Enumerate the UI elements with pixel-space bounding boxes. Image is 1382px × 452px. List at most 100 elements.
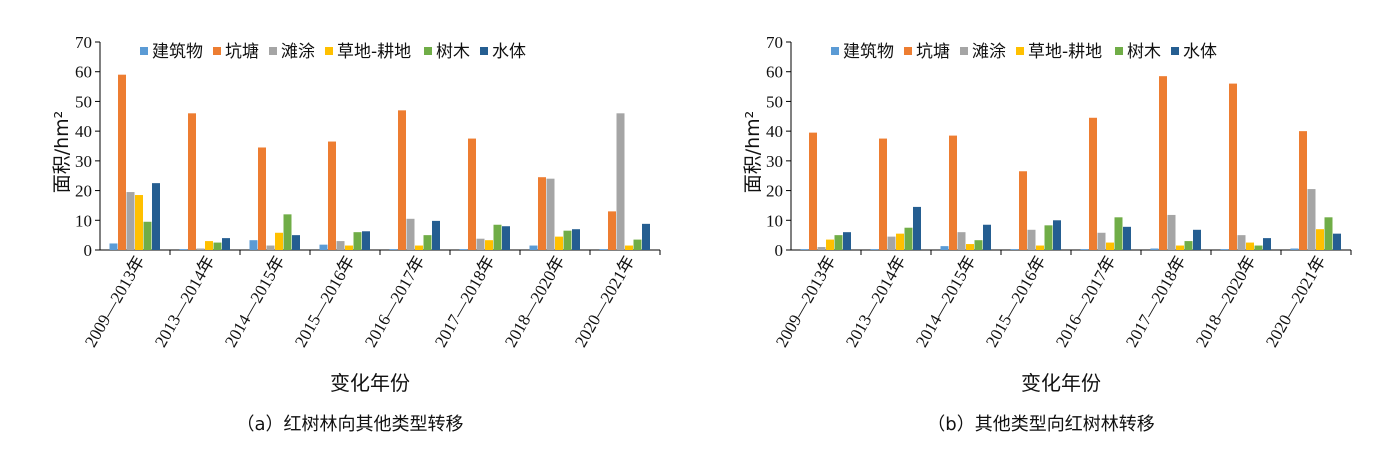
bar — [485, 240, 493, 250]
x-tick-label: 2020—2021年 — [571, 253, 638, 351]
legend-label: 建筑物 — [843, 42, 894, 62]
bar — [336, 241, 345, 250]
legend-label: 滩涂 — [972, 42, 1006, 62]
bar — [879, 138, 887, 250]
bar — [896, 233, 904, 250]
legend-label: 树木 — [1127, 42, 1161, 62]
bar — [983, 224, 991, 250]
legend-label: 草地-耕地 — [1028, 42, 1102, 62]
legend-swatch — [269, 47, 277, 55]
bar — [940, 246, 949, 250]
bar — [538, 177, 546, 250]
bar — [1290, 248, 1299, 250]
y-tick-label: 60 — [766, 63, 783, 82]
bar — [913, 206, 921, 250]
legend-swatch — [424, 47, 432, 55]
legend-label: 建筑物 — [152, 42, 203, 62]
bar — [633, 239, 642, 250]
bar — [152, 183, 160, 250]
legend-label: 水体 — [1183, 42, 1217, 62]
bar — [283, 214, 292, 250]
bar — [459, 249, 468, 250]
bar — [529, 245, 538, 250]
bar — [546, 178, 555, 250]
bar — [1080, 249, 1089, 250]
bar — [800, 249, 809, 250]
bar — [143, 221, 152, 250]
bar — [843, 232, 851, 250]
bar — [249, 240, 258, 250]
bar — [809, 132, 817, 250]
bar — [1159, 76, 1167, 251]
x-tick-label: 2013—2014年 — [151, 253, 218, 351]
y-tick-label: 10 — [75, 211, 92, 230]
bar — [275, 232, 283, 250]
bar — [196, 248, 205, 250]
y-tick-label: 50 — [75, 92, 92, 111]
legend-swatch — [213, 47, 221, 55]
y-axis-title: 面积/hm² — [742, 111, 764, 194]
legend-swatch — [1171, 47, 1179, 55]
y-tick-label: 30 — [766, 152, 783, 171]
bar — [292, 235, 300, 250]
chart-svg: 0 10 20 30 40 50 60 70 面积/hm² 2009—2013年 2013—2014… — [742, 33, 1352, 435]
x-tick-label: 2015—2016年 — [982, 253, 1049, 351]
legend-label: 坑塘 — [225, 42, 259, 62]
x-tick-label: 2020—2021年 — [1262, 253, 1329, 351]
bar — [328, 141, 336, 250]
x-tick-label: 2017—2018年 — [431, 253, 498, 351]
x-tick-label: 2017—2018年 — [1122, 253, 1189, 351]
bar — [1176, 245, 1184, 250]
bar — [1307, 189, 1316, 250]
x-axis-title: 变化年份 — [1021, 371, 1101, 395]
figure-caption: （b）其他类型向红树林转移 — [927, 414, 1154, 435]
bar — [118, 74, 126, 250]
bar — [1324, 217, 1333, 250]
bar — [1193, 229, 1201, 250]
bar — [1123, 226, 1131, 250]
bar — [817, 247, 826, 250]
legend-label: 草地-耕地 — [337, 42, 411, 62]
bar — [599, 249, 608, 250]
bar — [1097, 232, 1106, 250]
x-tick-label: 2013—2014年 — [842, 253, 909, 351]
legend-swatch — [960, 47, 968, 55]
bar — [188, 113, 196, 250]
bar — [126, 192, 135, 250]
bar — [179, 249, 188, 250]
bar — [205, 241, 213, 250]
bar — [502, 226, 510, 250]
x-tick-label: 2009—2013年 — [772, 253, 839, 351]
bar — [1299, 131, 1307, 250]
legend-swatch — [480, 47, 488, 55]
bar — [966, 244, 974, 250]
legend-swatch — [140, 47, 148, 55]
bar — [468, 138, 476, 250]
bar — [213, 242, 222, 250]
chart-panel-a: 0 10 20 30 40 50 60 70 面积/hm² 2009—2013年 2013—2014… — [51, 33, 661, 435]
x-tick-label: 2015—2016年 — [291, 253, 358, 351]
bar — [608, 211, 616, 250]
y-tick-label: 40 — [75, 122, 92, 141]
bar — [415, 245, 423, 250]
legend-swatch — [904, 47, 912, 55]
bar — [563, 230, 572, 250]
y-tick-label: 20 — [75, 182, 92, 201]
bar — [398, 110, 406, 250]
y-tick-label: 0 — [84, 241, 93, 260]
bar — [957, 232, 966, 250]
bar — [1229, 83, 1237, 250]
bar — [1184, 241, 1193, 250]
bar — [345, 245, 353, 250]
figure-caption: （a）红树林向其他类型转移 — [236, 414, 463, 435]
bar — [353, 232, 362, 250]
y-tick-label: 40 — [766, 122, 783, 141]
bar — [423, 235, 432, 250]
bar — [1114, 217, 1123, 250]
bar — [432, 220, 440, 250]
y-tick-label: 70 — [766, 33, 783, 52]
bar — [319, 244, 328, 250]
bar — [1053, 220, 1061, 250]
legend-label: 滩涂 — [281, 42, 315, 62]
bar — [1246, 242, 1254, 250]
